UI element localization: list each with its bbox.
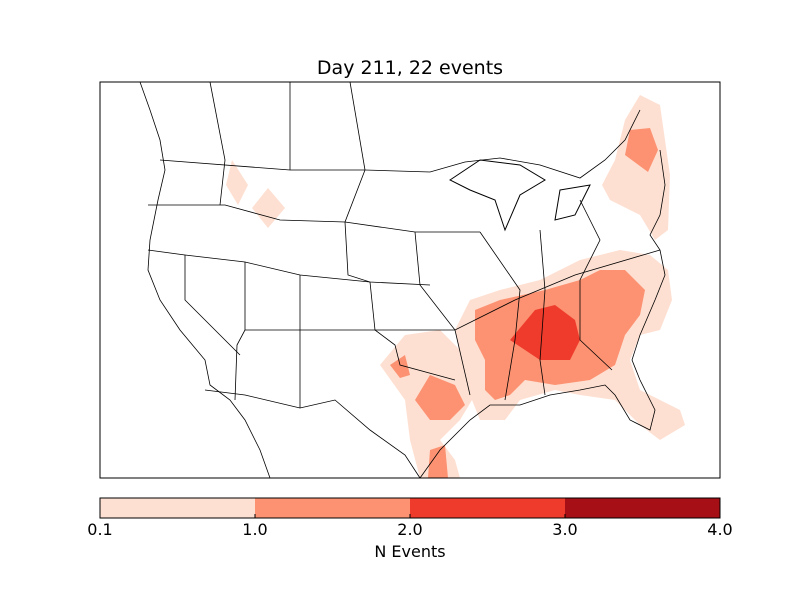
state-line bbox=[148, 204, 480, 233]
state-line bbox=[234, 262, 246, 401]
gulf-coastline bbox=[419, 149, 666, 479]
mexico-border bbox=[204, 389, 421, 479]
state-line bbox=[349, 81, 366, 171]
boundaries bbox=[139, 81, 666, 479]
state-line bbox=[539, 229, 546, 396]
map-frame bbox=[99, 81, 721, 479]
colorbar-tick-label: 3.0 bbox=[552, 520, 578, 539]
canada-border bbox=[159, 109, 641, 179]
colorbar-tick-label: 4.0 bbox=[707, 520, 733, 539]
state-line bbox=[414, 231, 471, 396]
contour-central-texas bbox=[415, 375, 465, 420]
state-line bbox=[209, 81, 226, 206]
colorbar-label: N Events bbox=[374, 542, 446, 561]
colorbar-tick-label: 2.0 bbox=[397, 520, 423, 539]
contour-north-texas bbox=[390, 355, 410, 378]
contour-level-high bbox=[510, 305, 580, 360]
state-line bbox=[579, 199, 613, 371]
state-line bbox=[479, 231, 521, 401]
colorbar-segment-2 bbox=[410, 498, 565, 518]
colorbar bbox=[99, 497, 721, 519]
contour-maine bbox=[625, 128, 658, 172]
colorbar-tick-label: 0.1 bbox=[87, 520, 113, 539]
map-title: Day 211, 22 events bbox=[316, 57, 504, 79]
colorbar-tick-label: 1.0 bbox=[242, 520, 268, 539]
contour-south-texas bbox=[428, 445, 448, 478]
state-line bbox=[344, 169, 456, 381]
contour-northeast bbox=[602, 95, 670, 240]
contour-georgia-alabama bbox=[510, 305, 580, 360]
great-lakes bbox=[449, 159, 591, 232]
colorbar-segment-0 bbox=[100, 498, 255, 518]
state-line bbox=[147, 249, 431, 286]
colorbar-segment-1 bbox=[255, 498, 410, 518]
contour-idaho bbox=[226, 160, 248, 205]
contour-wyoming bbox=[252, 188, 285, 228]
west-coastline bbox=[139, 81, 271, 479]
state-line bbox=[184, 255, 241, 356]
colorbar-segment-3 bbox=[565, 498, 720, 518]
